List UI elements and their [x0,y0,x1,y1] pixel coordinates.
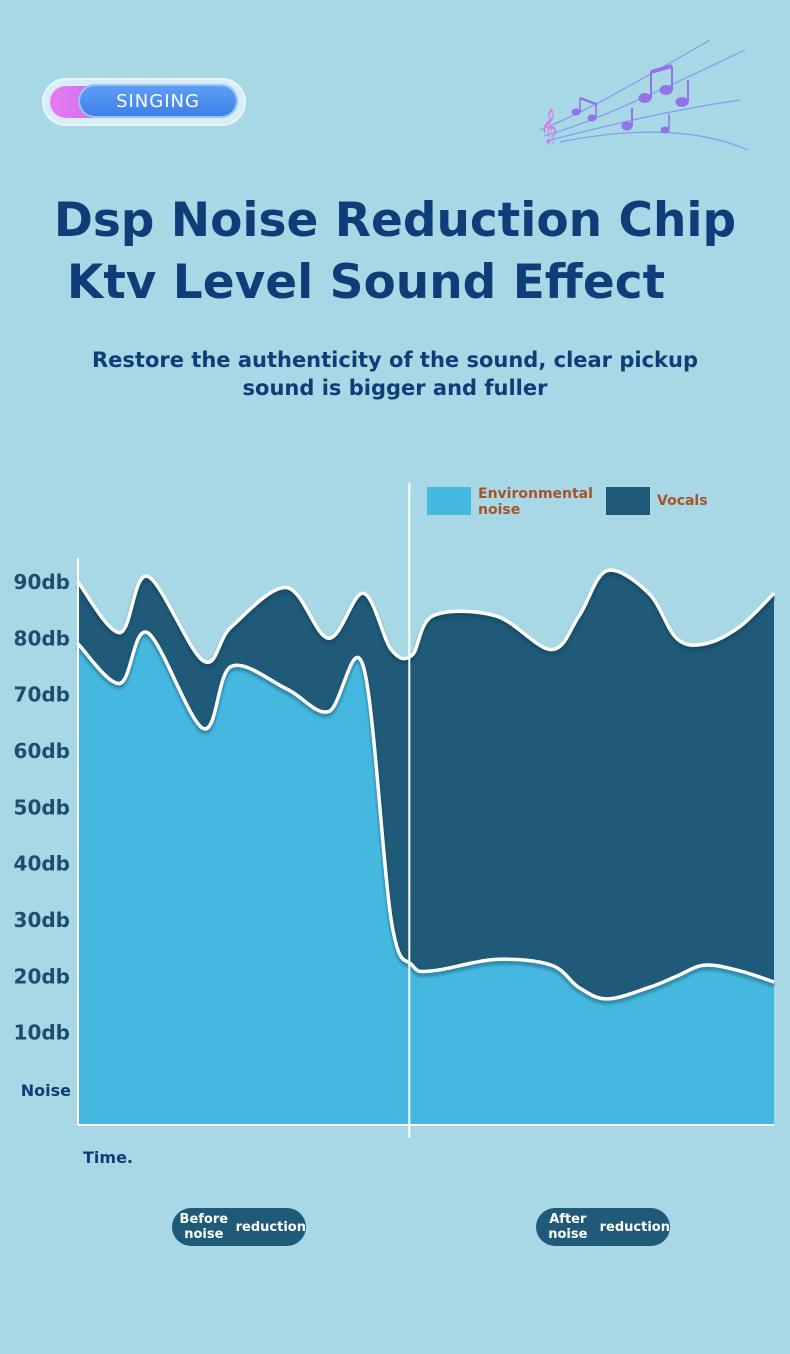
after-noise-reduction-label: After noise reduction [536,1208,670,1246]
legend-label-environmental-noise: Environmental noise [478,486,593,518]
legend-label-vocals: Vocals [657,493,708,509]
music-notes-icon: 𝄞 [539,39,749,151]
x-axis-label: Time. [83,1148,133,1167]
y-tick-label: 70db [14,683,70,707]
y-tick-label: 10db [14,1021,70,1045]
vocals-line [76,568,776,665]
title-line-2: Ktv Level Sound Effect [66,255,666,310]
before-noise-reduction-label: Before noise reduction [172,1208,306,1246]
singing-badge: SINGING [78,84,238,118]
environmental-noise-line [76,630,775,1001]
y-tick-label: 30db [14,908,70,932]
svg-text:𝄞: 𝄞 [540,109,558,145]
y-tick-label: 80db [14,626,70,650]
y-tick-label: 20db [14,964,70,988]
legend-swatch-environmental-noise [427,487,471,515]
page-title: Dsp Noise Reduction Chip Ktv Level Sound… [0,190,790,314]
y-tick-label: Noise [21,1081,71,1100]
category-badge: SINGING [44,80,244,124]
title-line-1: Dsp Noise Reduction Chip [53,193,737,248]
y-tick-label: 50db [14,795,70,819]
page-subtitle: Restore the authenticity of the sound, c… [92,348,698,400]
y-tick-label: 60db [14,739,70,763]
legend-swatch-vocals [606,487,650,515]
environmental-noise-line-shadow [76,632,775,1005]
noise-chart: 90db 80db 70db 60db 50db 40db 30db 20db 10db Nois… [14,483,776,1167]
y-tick-label: 40db [14,852,70,876]
y-tick-label: 90db [14,570,70,594]
